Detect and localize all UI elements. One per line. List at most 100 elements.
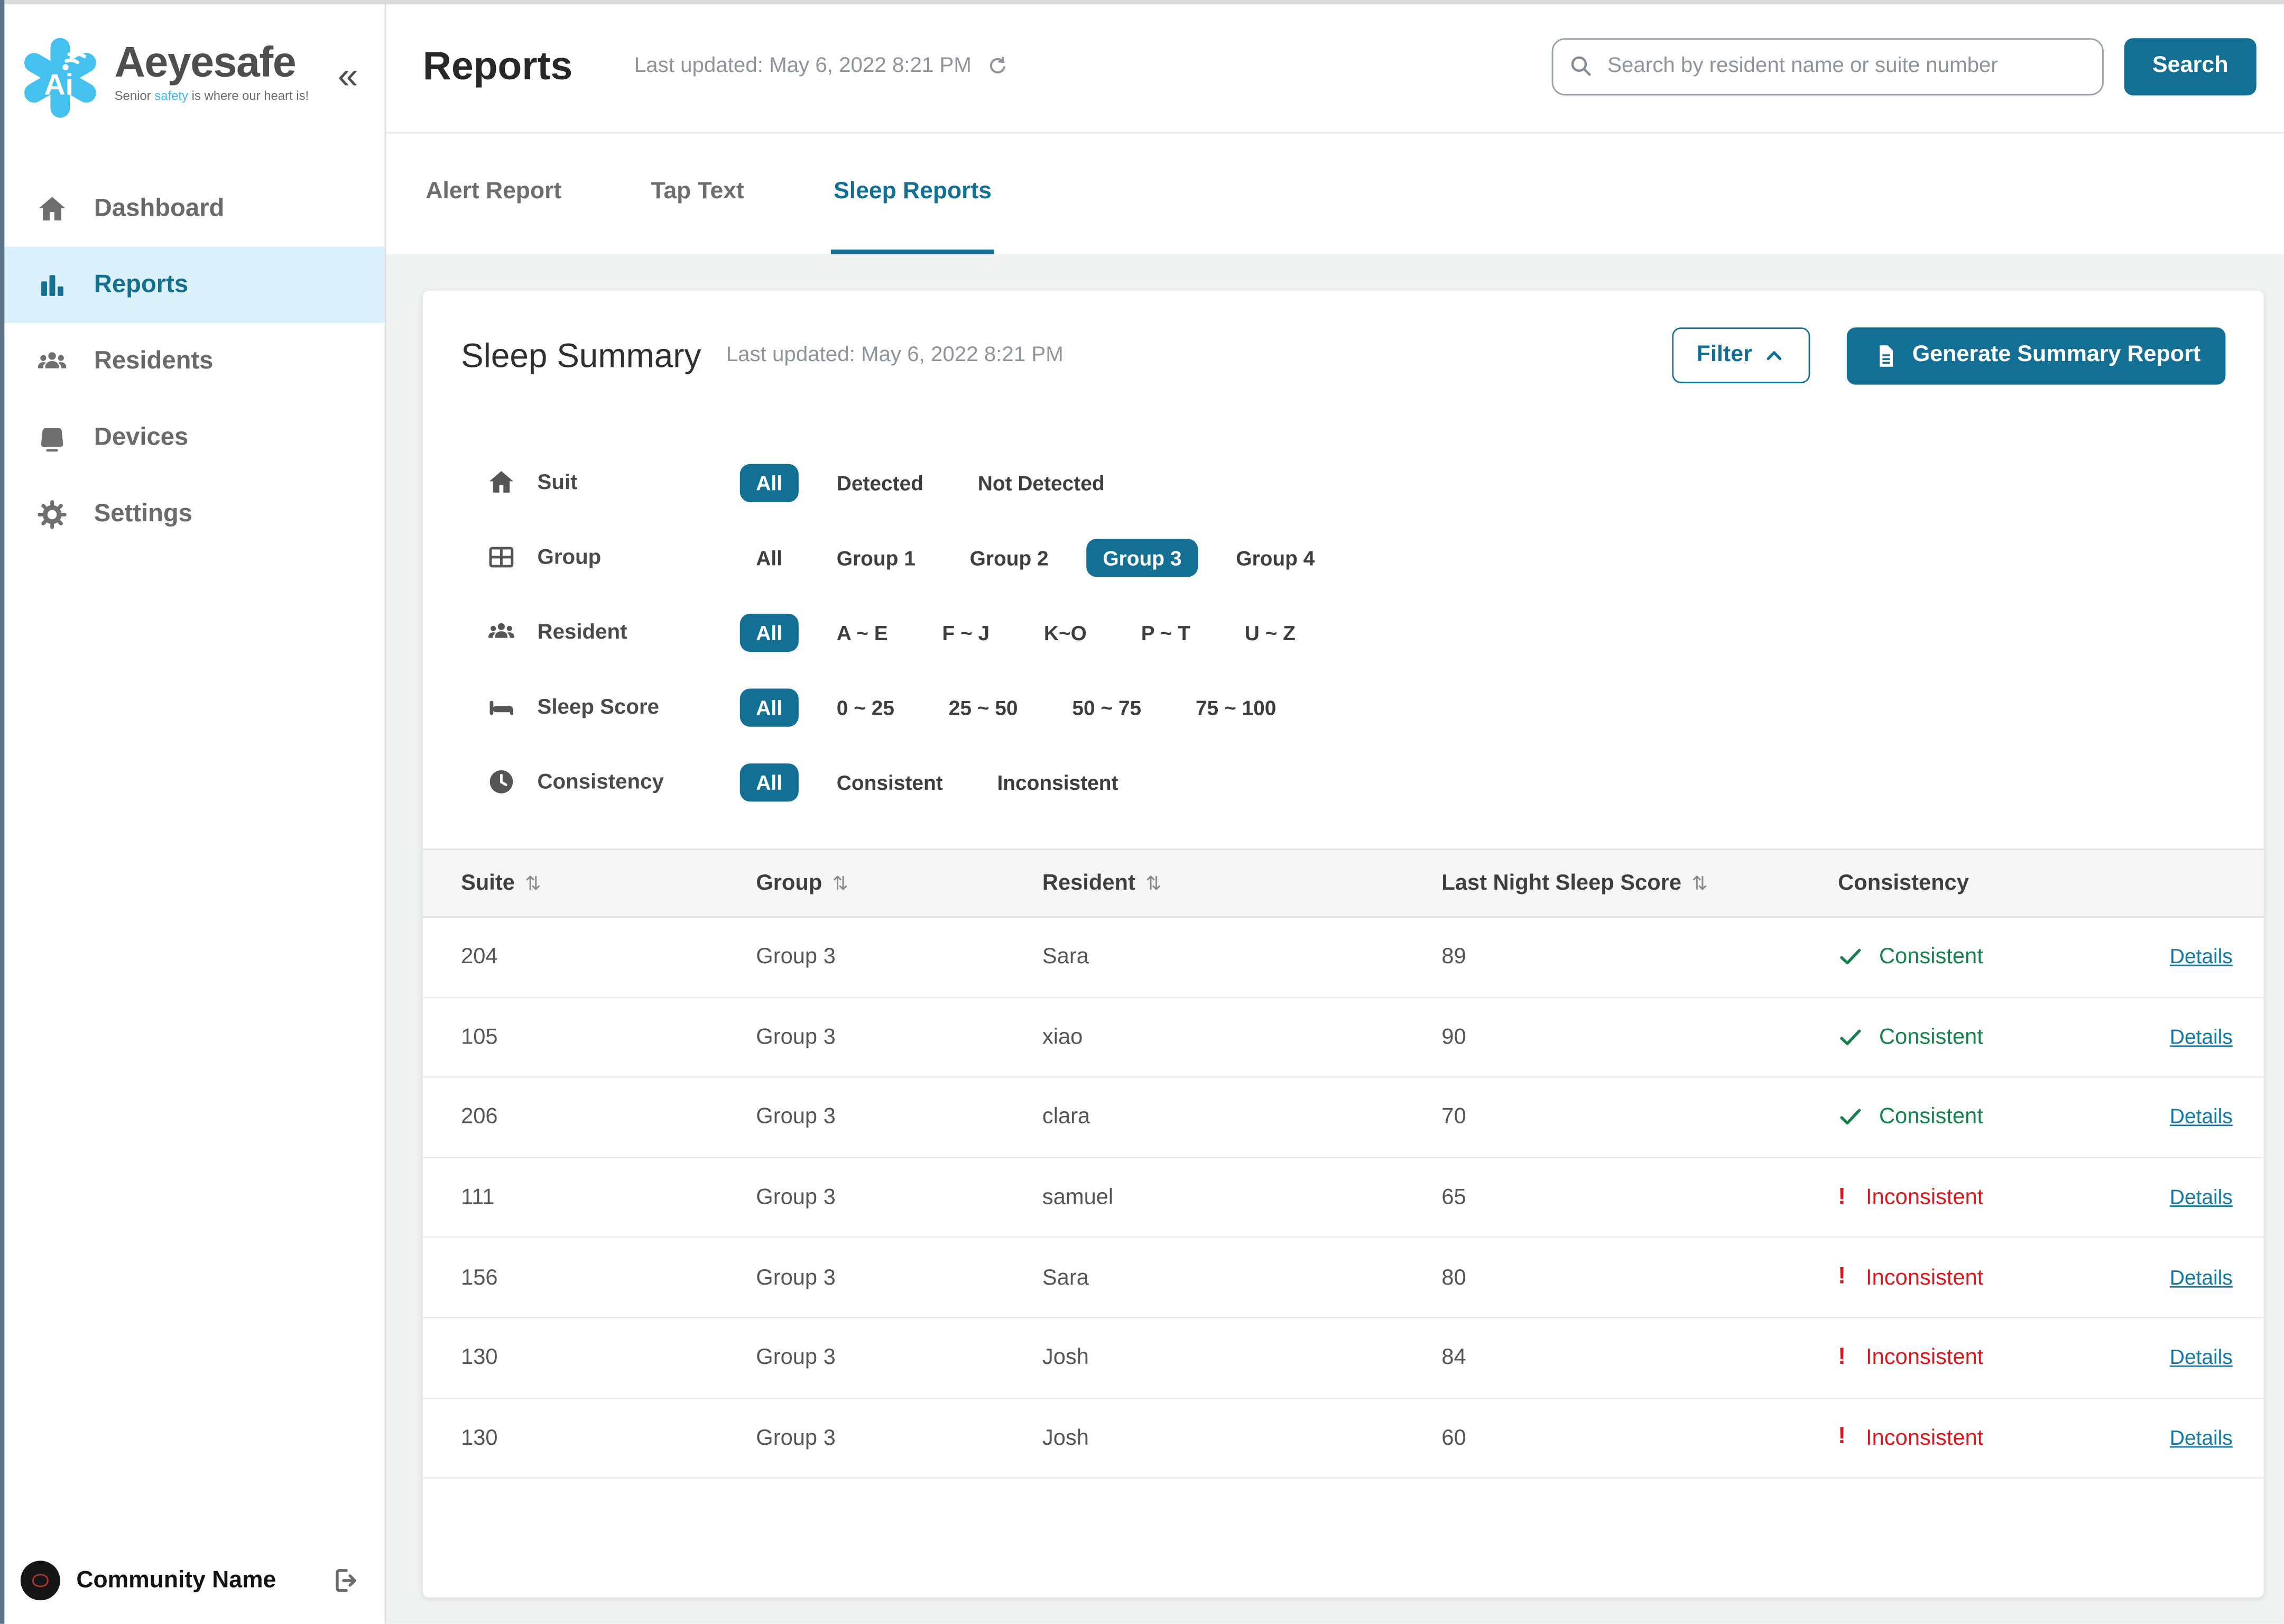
sidebar-footer: Community Name xyxy=(20,1561,361,1601)
filter-option[interactable]: F ~ J xyxy=(942,620,990,644)
filter-option[interactable]: A ~ E xyxy=(836,620,888,644)
filter-option[interactable]: P ~ T xyxy=(1141,620,1190,644)
filter-option[interactable]: K~O xyxy=(1043,620,1087,644)
column-header-group[interactable]: Group ⇅ xyxy=(756,871,1042,896)
filter-option[interactable]: Consistent xyxy=(836,770,943,794)
sort-icon[interactable]: ⇅ xyxy=(1691,871,1708,893)
filter-option[interactable]: Group 2 xyxy=(969,545,1049,569)
filter-label: Group xyxy=(537,545,602,569)
check-icon xyxy=(1838,1105,1863,1130)
details-link[interactable]: Details xyxy=(2169,1345,2233,1369)
filter-option[interactable]: Group 3 xyxy=(1086,538,1198,577)
grid-icon xyxy=(486,542,516,573)
filter-option[interactable]: U ~ Z xyxy=(1244,620,1296,644)
filter-row-consistency: Consistency All Consistent Inconsistent xyxy=(423,744,2264,819)
cell-suite: 204 xyxy=(461,944,498,970)
column-header-sleep-score[interactable]: Last Night Sleep Score ⇅ xyxy=(1441,871,1838,896)
table-row: 130 Group 3 Josh 84 ! Inconsistent Detai… xyxy=(422,1318,2264,1399)
check-icon xyxy=(1838,1025,1863,1049)
cell-resident: clara xyxy=(1042,1104,1090,1130)
cell-consistency: ! Consistent xyxy=(1838,1025,2170,1049)
filter-row-group: Group All Group 1 Group 2 Group 3 Group 4 xyxy=(423,520,2264,595)
filter-option[interactable]: Detected xyxy=(836,470,924,494)
tab-sleep-reports[interactable]: Sleep Reports xyxy=(830,134,995,254)
sidebar-item-label: Residents xyxy=(94,346,214,375)
sort-icon[interactable]: ⇅ xyxy=(832,871,849,893)
column-header-suite[interactable]: Suite ⇅ xyxy=(461,871,756,896)
filter-option[interactable]: 0 ~ 25 xyxy=(836,695,894,719)
column-header-resident[interactable]: Resident ⇅ xyxy=(1042,871,1441,896)
cell-consistency: ! Inconsistent xyxy=(1838,1184,2170,1211)
cell-resident: Josh xyxy=(1042,1425,1089,1451)
filter-option[interactable]: Not Detected xyxy=(977,470,1105,494)
cell-suite: 111 xyxy=(461,1185,495,1210)
cell-consistency: ! Consistent xyxy=(1838,1105,2170,1130)
filter-row-sleep-score: Sleep Score All 0 ~ 25 25 ~ 50 50 ~ 75 75 ~ … xyxy=(423,669,2264,744)
column-label: Group xyxy=(756,870,822,896)
sidebar-item-label: Devices xyxy=(94,422,189,451)
filter-option[interactable]: 75 ~ 100 xyxy=(1195,695,1277,719)
filter-option[interactable]: All xyxy=(739,688,799,726)
filter-option[interactable]: All xyxy=(756,545,782,569)
table-row: 204 Group 3 Sara 89 ! Consistent Details xyxy=(422,918,2264,998)
filter-option[interactable]: 25 ~ 50 xyxy=(948,695,1018,719)
filter-option[interactable]: All xyxy=(739,762,799,801)
details-link[interactable]: Details xyxy=(2169,944,2233,968)
sidebar-item-residents[interactable]: Residents xyxy=(0,323,385,399)
sidebar-item-reports[interactable]: Reports xyxy=(0,246,385,324)
sort-icon[interactable]: ⇅ xyxy=(1145,871,1162,893)
filter-row-resident: Resident All A ~ E F ~ J K~O P ~ T U ~ Z xyxy=(423,595,2264,670)
filter-button[interactable]: Filter xyxy=(1671,327,1810,383)
generate-summary-report-button[interactable]: Generate Summary Report xyxy=(1846,326,2226,384)
chevron-up-icon xyxy=(1766,350,1781,359)
tagline-suffix: is where our heart is! xyxy=(188,88,309,103)
cell-suite: 156 xyxy=(461,1265,498,1290)
refresh-icon[interactable] xyxy=(985,54,1010,79)
search-button[interactable]: Search xyxy=(2124,38,2257,95)
cell-sleep-score: 84 xyxy=(1441,1345,1466,1370)
filter-options: All Detected Not Detected xyxy=(739,463,1143,502)
sidebar: Ai Aeyesafe Senior safety is where our h… xyxy=(0,0,386,1624)
main-area: Reports Last updated: May 6, 2022 8:21 P… xyxy=(386,0,2284,1624)
sidebar-item-settings[interactable]: Settings xyxy=(0,476,385,552)
sort-icon[interactable]: ⇅ xyxy=(525,871,541,893)
sidebar-item-devices[interactable]: Devices xyxy=(0,399,385,475)
column-label: Resident xyxy=(1042,870,1135,896)
filter-option[interactable]: 50 ~ 75 xyxy=(1072,695,1142,719)
details-link[interactable]: Details xyxy=(2169,1104,2233,1129)
filter-option[interactable]: All xyxy=(739,463,799,502)
table-row: 206 Group 3 clara 70 ! Consistent Detail… xyxy=(422,1078,2264,1158)
logout-icon[interactable] xyxy=(330,1565,361,1596)
details-link[interactable]: Details xyxy=(2169,1185,2233,1208)
sleep-table: Suite ⇅ Group ⇅ Resident ⇅ Last Night Sleep… xyxy=(422,848,2264,1479)
sidebar-collapse-icon[interactable]: « xyxy=(338,56,358,97)
tab-label: Alert Report xyxy=(426,179,562,204)
cell-sleep-score: 70 xyxy=(1441,1104,1466,1130)
aeyesafe-logo-icon: Ai xyxy=(24,38,96,118)
details-link[interactable]: Details xyxy=(2169,1025,2233,1048)
cell-consistency: ! Inconsistent xyxy=(1838,1265,2170,1291)
tab-label: Sleep Reports xyxy=(834,179,992,204)
details-link[interactable]: Details xyxy=(2169,1425,2233,1449)
tab-alert-report[interactable]: Alert Report xyxy=(423,134,565,254)
filter-options: All 0 ~ 25 25 ~ 50 50 ~ 75 75 ~ 100 xyxy=(739,688,1315,726)
cell-sleep-score: 60 xyxy=(1441,1425,1466,1451)
check-icon xyxy=(1838,945,1863,970)
filter-row-suit: Suit All Detected Not Detected xyxy=(423,445,2264,520)
alert-icon: ! xyxy=(1838,1264,1846,1289)
details-link[interactable]: Details xyxy=(2169,1265,2233,1289)
window-edge-left xyxy=(0,0,4,1624)
filter-option[interactable]: Group 4 xyxy=(1236,545,1315,569)
tab-tap-text[interactable]: Tap Text xyxy=(648,134,747,254)
sleep-summary-card: Sleep Summary Last updated: May 6, 2022 … xyxy=(422,290,2264,1598)
last-updated: Last updated: May 6, 2022 8:21 PM xyxy=(634,54,1010,79)
community-name: Community Name xyxy=(76,1567,276,1592)
filter-option[interactable]: Inconsistent xyxy=(997,770,1118,794)
search-input[interactable] xyxy=(1551,38,2104,95)
sidebar-item-dashboard[interactable]: Dashboard xyxy=(0,170,385,246)
cell-group: Group 3 xyxy=(756,1425,836,1451)
filter-option[interactable]: All xyxy=(739,613,799,651)
cell-resident: Sara xyxy=(1042,1265,1089,1290)
cell-suite: 130 xyxy=(461,1425,498,1451)
filter-option[interactable]: Group 1 xyxy=(836,545,916,569)
